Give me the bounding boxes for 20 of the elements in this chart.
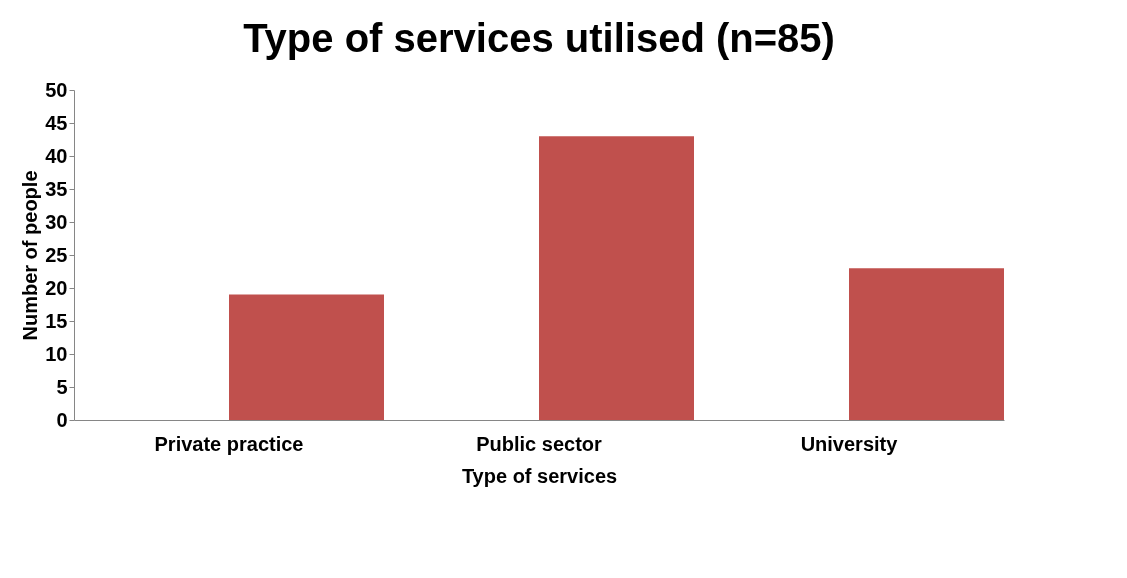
x-tick-label: University (800, 432, 899, 455)
y-tick-label: 0 (56, 408, 68, 431)
y-tick-label: 35 (45, 177, 68, 200)
chart-title: Type of services utilised (n=85) (243, 16, 835, 60)
y-tick-label: 30 (45, 210, 68, 233)
x-tick-label: Public sector (476, 432, 603, 455)
y-tick-label: 15 (45, 309, 68, 332)
y-tick-label: 5 (56, 375, 68, 398)
bar (229, 294, 384, 420)
x-axis-title: Type of services (461, 464, 618, 487)
bar (539, 136, 694, 420)
y-tick-label: 40 (45, 144, 68, 167)
y-tick-label: 50 (45, 78, 68, 101)
y-axis-title: Number of people (19, 170, 42, 341)
bar (849, 268, 1004, 420)
y-tick-label: 20 (45, 276, 68, 299)
x-tick-label: Private practice (154, 432, 304, 455)
y-tick-label: 25 (45, 243, 68, 266)
y-tick-label: 10 (45, 342, 68, 365)
y-tick-label: 45 (45, 111, 68, 134)
